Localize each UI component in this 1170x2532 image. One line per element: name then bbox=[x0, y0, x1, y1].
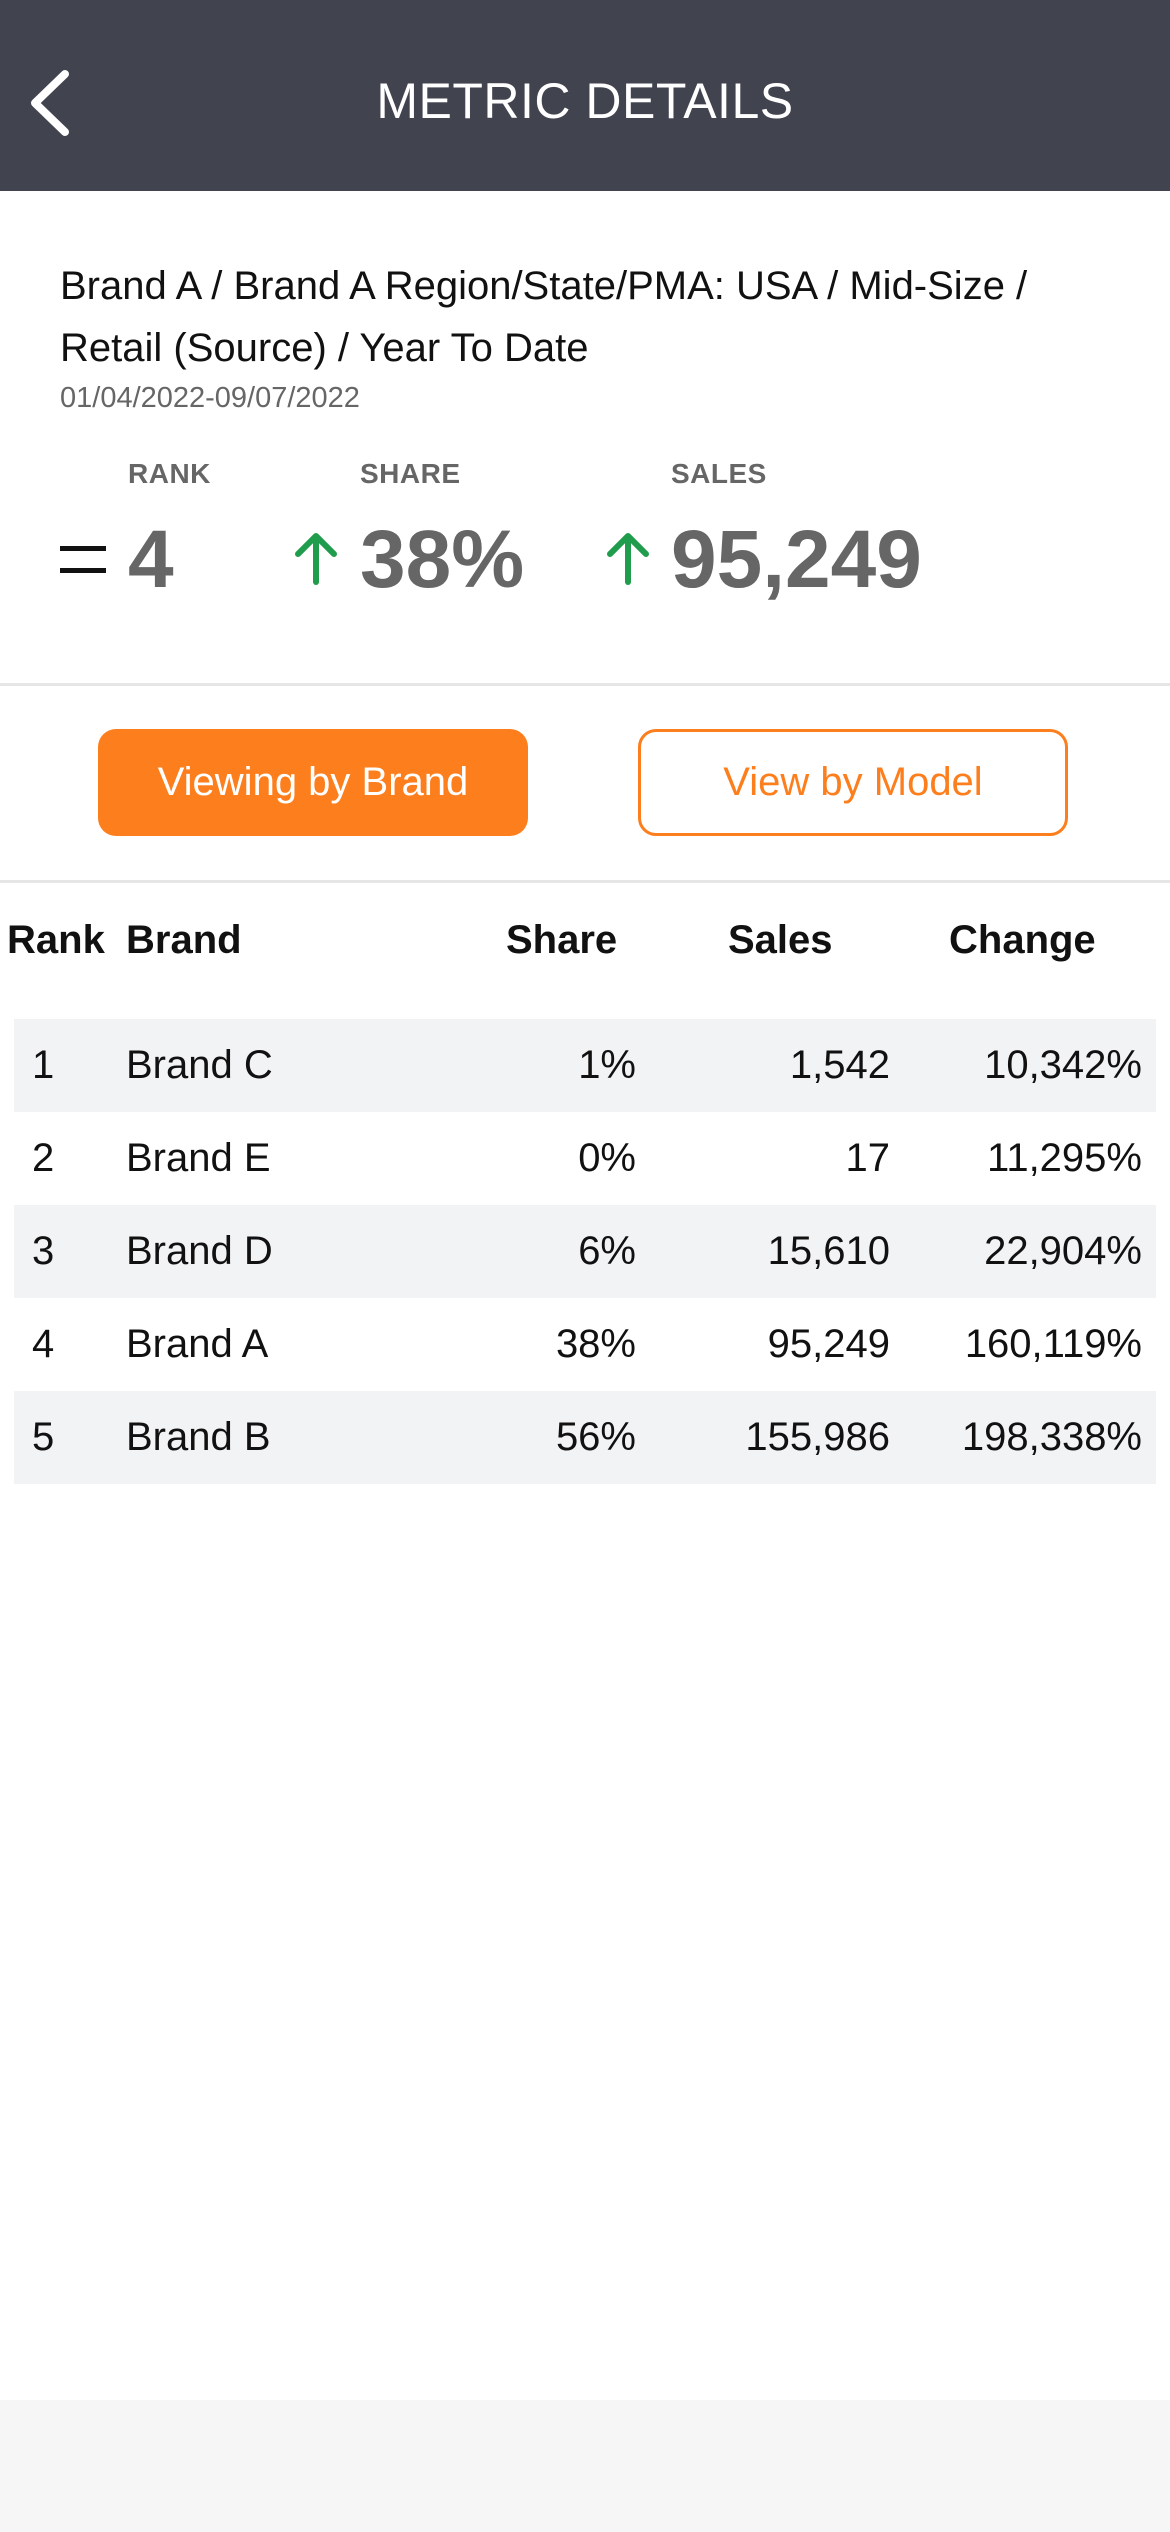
table-row[interactable]: 1 Brand C 1% 1,542 10,342% bbox=[14, 1019, 1156, 1112]
cell-share: 38% bbox=[555, 1322, 636, 1366]
table-row[interactable]: 2 Brand E 0% 17 11,295% bbox=[14, 1112, 1156, 1205]
rank-label: RANK bbox=[128, 458, 211, 489]
cell-brand: Brand C bbox=[126, 1043, 273, 1087]
cell-brand: Brand D bbox=[126, 1229, 273, 1273]
table-row[interactable]: 3 Brand D 6% 15,610 22,904% bbox=[14, 1205, 1156, 1298]
cell-rank: 2 bbox=[32, 1136, 55, 1180]
arrow-up-icon bbox=[607, 533, 649, 585]
cell-rank: 4 bbox=[32, 1322, 55, 1366]
equal-icon bbox=[60, 546, 106, 573]
cell-change: 11,295% bbox=[987, 1136, 1142, 1180]
cell-sales: 1,542 bbox=[789, 1043, 890, 1087]
column-header-share[interactable]: Share bbox=[506, 918, 618, 962]
chevron-left-icon bbox=[31, 70, 69, 136]
cell-brand: Brand E bbox=[126, 1136, 271, 1180]
sales-value: 95,249 bbox=[671, 514, 922, 605]
cell-share: 56% bbox=[555, 1415, 636, 1459]
cell-brand: Brand B bbox=[126, 1415, 271, 1459]
cell-share: 1% bbox=[578, 1043, 636, 1087]
bottom-bar bbox=[0, 2400, 1170, 2532]
share-value: 38% bbox=[360, 514, 525, 605]
app-header: METRIC DETAILS bbox=[0, 0, 1170, 191]
cell-brand: Brand A bbox=[126, 1322, 269, 1366]
cell-rank: 1 bbox=[32, 1043, 55, 1087]
page-title: METRIC DETAILS bbox=[376, 73, 794, 129]
cell-sales: 155,986 bbox=[745, 1415, 890, 1459]
brand-table: 1 Brand C 1% 1,542 10,342% 2 Brand E 0% … bbox=[14, 1019, 1156, 1484]
share-label: SHARE bbox=[360, 458, 461, 489]
sales-label: SALES bbox=[671, 458, 767, 489]
divider bbox=[0, 683, 1170, 686]
cell-change: 10,342% bbox=[984, 1043, 1142, 1087]
cell-sales: 95,249 bbox=[767, 1322, 890, 1366]
viewing-by-brand-button[interactable]: Viewing by Brand bbox=[98, 729, 528, 836]
column-header-brand[interactable]: Brand bbox=[126, 918, 242, 962]
cell-share: 0% bbox=[578, 1136, 636, 1180]
cell-change: 198,338% bbox=[961, 1415, 1142, 1459]
rank-value: 4 bbox=[128, 514, 174, 605]
cell-change: 22,904% bbox=[984, 1229, 1142, 1273]
cell-rank: 3 bbox=[32, 1229, 55, 1273]
date-range: 01/04/2022-09/07/2022 bbox=[60, 382, 360, 414]
table-row[interactable]: 5 Brand B 56% 155,986 198,338% bbox=[14, 1391, 1156, 1484]
back-button[interactable] bbox=[14, 58, 84, 148]
column-header-rank[interactable]: Rank bbox=[7, 918, 105, 962]
cell-change: 160,119% bbox=[964, 1322, 1142, 1366]
breadcrumb: Brand A / Brand A Region/State/PMA: USA … bbox=[60, 264, 1028, 370]
view-by-model-button[interactable]: View by Model bbox=[638, 729, 1068, 836]
table-row[interactable]: 4 Brand A 38% 95,249 160,119% bbox=[14, 1298, 1156, 1391]
column-header-sales[interactable]: Sales bbox=[728, 918, 833, 962]
column-header-change[interactable]: Change bbox=[949, 918, 1096, 962]
cell-rank: 5 bbox=[32, 1415, 55, 1459]
cell-share: 6% bbox=[578, 1229, 636, 1273]
cell-sales: 15,610 bbox=[767, 1229, 890, 1273]
cell-sales: 17 bbox=[845, 1136, 891, 1180]
arrow-up-icon bbox=[295, 533, 337, 585]
divider bbox=[0, 880, 1170, 883]
